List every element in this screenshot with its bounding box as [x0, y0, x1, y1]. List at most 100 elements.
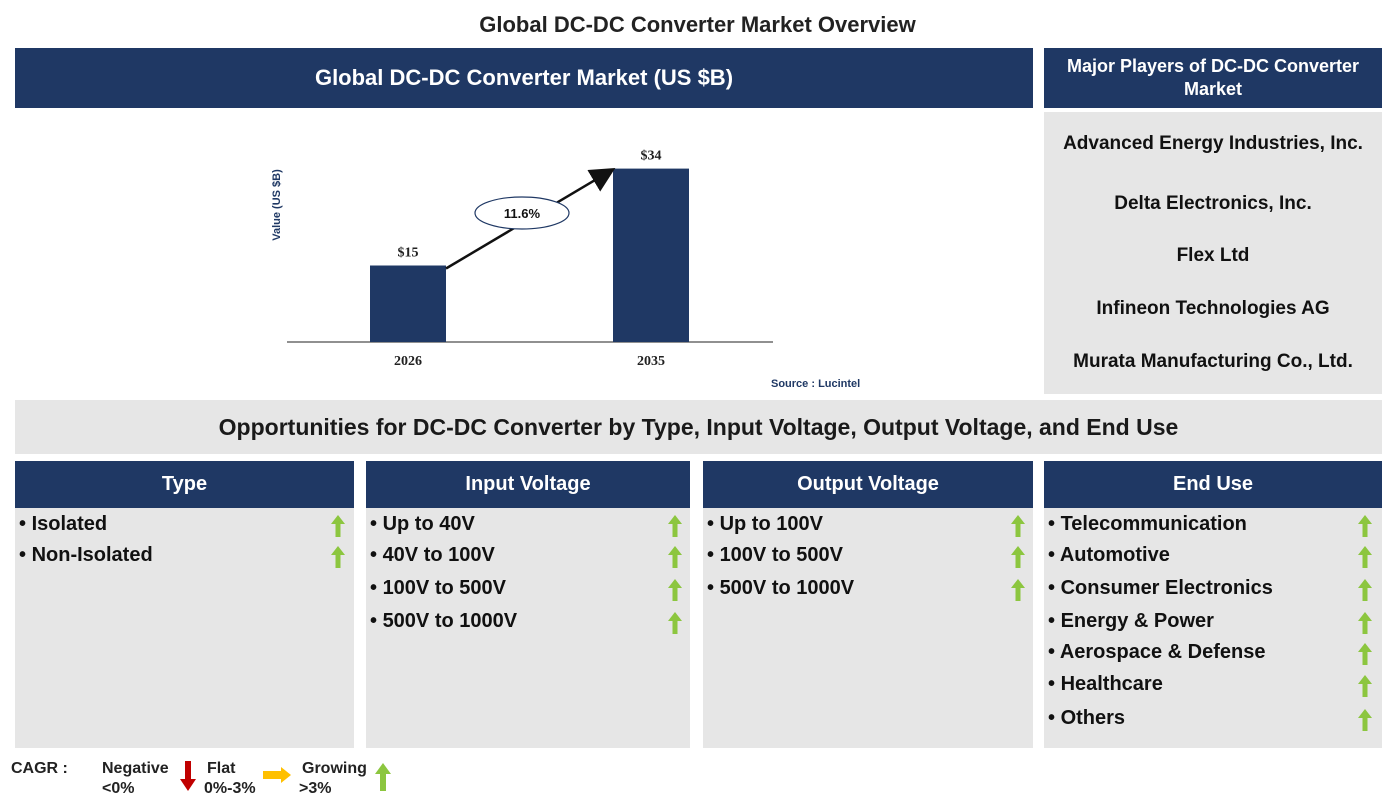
segment-header: Type — [15, 461, 354, 508]
chart-header: Global DC-DC Converter Market (US $B) — [15, 48, 1033, 108]
legend-negative-range: <0% — [102, 780, 135, 797]
segment-item-label: Telecommunication — [1060, 513, 1247, 535]
bullet-icon: • — [1048, 673, 1061, 695]
growing-arrow-icon — [1358, 643, 1372, 665]
bullet-icon: • — [19, 544, 32, 566]
segment-item: • 100V to 500V — [370, 577, 506, 600]
segment-item-label: 100V to 500V — [382, 577, 506, 599]
market-bar-chart: Value (US $B) $15 2026 $34 2035 11.6% — [271, 149, 773, 369]
x-tick-label: 2035 — [637, 354, 665, 369]
growing-arrow-icon — [1011, 515, 1025, 537]
bar-value-label: $34 — [641, 149, 662, 164]
player-name: Infineon Technologies AG — [1096, 298, 1330, 319]
legend-growing-label: Growing — [302, 760, 367, 777]
bar-value-label: $15 — [398, 246, 419, 261]
segment-item-label: Energy & Power — [1060, 610, 1214, 632]
bar-2035 — [613, 168, 689, 342]
segment-item-label: Consumer Electronics — [1060, 577, 1273, 599]
legend-growing-range: >3% — [299, 780, 332, 797]
segment-item: • 500V to 1000V — [370, 610, 517, 633]
green-up-arrow-icon — [375, 763, 391, 791]
amber-right-arrow-icon — [263, 767, 291, 783]
legend-negative-label: Negative — [102, 760, 169, 777]
segment-column-input-voltage: Input Voltage • Up to 40V • 40V to 100V • 1… — [366, 461, 690, 748]
segment-body: • Up to 40V • 40V to 100V • 100V to 500V • … — [366, 508, 690, 748]
growing-arrow-icon — [668, 579, 682, 601]
bullet-icon: • — [370, 610, 383, 632]
growing-arrow-icon — [1358, 675, 1372, 697]
page-title: Global DC-DC Converter Market Overview — [479, 12, 916, 37]
red-down-arrow-icon — [180, 761, 196, 791]
cagr-legend: CAGR : Negative <0% Flat 0%-3% Growing >… — [0, 755, 420, 803]
growing-arrow-icon — [1358, 612, 1372, 634]
segment-item: • Isolated — [19, 513, 107, 536]
players-header: Major Players of DC-DC Converter Market — [1044, 48, 1382, 108]
segment-item-label: Up to 100V — [719, 513, 823, 535]
legend-flat-label: Flat — [207, 760, 236, 777]
legend-label: CAGR : — [11, 760, 68, 777]
segment-column-type: Type • Isolated • Non-Isolated — [15, 461, 354, 748]
growing-arrow-icon — [1011, 546, 1025, 568]
bullet-icon: • — [707, 544, 720, 566]
source-note: Source : Lucintel — [771, 378, 861, 390]
segment-item-label: Automotive — [1059, 544, 1170, 566]
segment-item: • Healthcare — [1048, 673, 1163, 696]
segment-header: End Use — [1044, 461, 1382, 508]
segment-item: • Others — [1048, 707, 1125, 730]
segment-item: • Consumer Electronics — [1048, 577, 1273, 600]
growing-arrow-icon — [1358, 579, 1372, 601]
growing-arrow-icon — [331, 546, 345, 568]
player-name: Flex Ltd — [1176, 245, 1250, 266]
segment-item: • Automotive — [1048, 544, 1170, 567]
segment-item-label: 40V to 100V — [382, 544, 495, 566]
bullet-icon: • — [707, 577, 720, 599]
segment-column-output-voltage: Output Voltage • Up to 100V • 100V to 500V… — [703, 461, 1033, 748]
bullet-icon: • — [1048, 707, 1061, 729]
segment-item: • Energy & Power — [1048, 610, 1214, 633]
opportunities-title: Opportunities for DC-DC Converter by Typ… — [15, 400, 1382, 454]
bullet-icon: • — [370, 577, 383, 599]
segment-header: Output Voltage — [703, 461, 1033, 508]
growing-arrow-icon — [1011, 579, 1025, 601]
growing-arrow-icon — [1358, 515, 1372, 537]
y-axis-label: Value (US $B) — [271, 169, 283, 241]
segment-column-end-use: End Use • Telecommunication • Automotive • … — [1044, 461, 1382, 748]
cagr-ellipse — [474, 196, 570, 230]
segment-item: • Telecommunication — [1048, 513, 1247, 536]
segment-header: Input Voltage — [366, 461, 690, 508]
segment-item-label: Non-Isolated — [31, 544, 153, 566]
growing-arrow-icon — [1358, 709, 1372, 731]
segment-body: • Telecommunication • Automotive • Consume… — [1044, 508, 1382, 748]
segment-item: • 500V to 1000V — [707, 577, 854, 600]
bullet-icon: • — [370, 513, 383, 535]
bullet-icon: • — [370, 544, 383, 566]
segment-body: • Isolated • Non-Isolated — [15, 508, 354, 748]
bullet-icon: • — [707, 513, 720, 535]
segment-item-label: Isolated — [31, 513, 108, 535]
x-tick-label: 2026 — [394, 354, 422, 369]
bullet-icon: • — [19, 513, 32, 535]
player-name: Advanced Energy Industries, Inc. — [1063, 133, 1363, 154]
segment-item-label: 500V to 1000V — [382, 610, 518, 632]
growing-arrow-icon — [331, 515, 345, 537]
segment-item: • 40V to 100V — [370, 544, 495, 567]
bullet-icon: • — [1048, 513, 1061, 535]
segment-item-label: 500V to 1000V — [719, 577, 855, 599]
bullet-icon: • — [1048, 577, 1061, 599]
segment-item-label: Aerospace & Defense — [1059, 641, 1266, 663]
legend-flat-range: 0%-3% — [204, 780, 256, 797]
growing-arrow-icon — [668, 515, 682, 537]
segment-item: • Aerospace & Defense — [1048, 641, 1265, 664]
segment-item-label: Healthcare — [1060, 673, 1163, 695]
bullet-icon: • — [1048, 544, 1060, 566]
segment-item: • Up to 40V — [370, 513, 475, 536]
growing-arrow-icon — [668, 612, 682, 634]
bullet-icon: • — [1048, 610, 1061, 632]
player-name: Delta Electronics, Inc. — [1114, 193, 1312, 214]
players-panel: Advanced Energy Industries, Inc. Delta E… — [1044, 112, 1382, 394]
segment-body: • Up to 100V • 100V to 500V • 500V to 1000… — [703, 508, 1033, 748]
segment-item: • 100V to 500V — [707, 544, 843, 567]
player-name: Murata Manufacturing Co., Ltd. — [1073, 351, 1353, 372]
bullet-icon: • — [1048, 641, 1060, 663]
segment-item-label: 100V to 500V — [719, 544, 843, 566]
